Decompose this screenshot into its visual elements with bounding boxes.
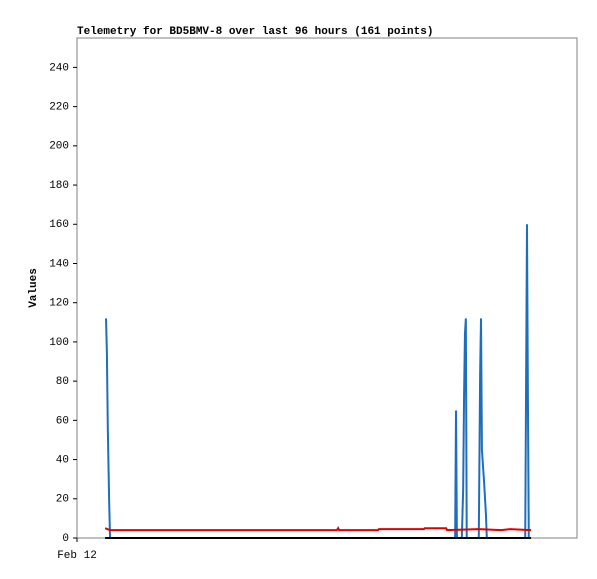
y-tick-label: 140	[49, 258, 69, 270]
y-tick-label: 180	[49, 180, 69, 192]
y-tick-label: 120	[49, 298, 69, 310]
y-tick-label: 160	[49, 219, 69, 231]
x-tick-label: Feb 12	[57, 550, 97, 562]
series-line	[104, 526, 532, 532]
y-tick-label: 80	[56, 376, 69, 388]
plot-frame	[76, 37, 578, 539]
y-tick-label: 40	[56, 454, 69, 466]
y-tick-label: 200	[49, 141, 69, 153]
y-tick-label: 0	[62, 533, 69, 545]
y-tick-label: 240	[49, 62, 69, 74]
y-tick-label: 100	[49, 337, 69, 349]
y-axis-label: Values	[28, 268, 40, 308]
y-tick-label: 220	[49, 102, 69, 114]
y-tick-label: 20	[56, 494, 69, 506]
chart-title: Telemetry for BD5BMV-8 over last 96 hour…	[77, 26, 433, 38]
y-tick-label: 60	[56, 415, 69, 427]
series-line	[105, 224, 530, 539]
